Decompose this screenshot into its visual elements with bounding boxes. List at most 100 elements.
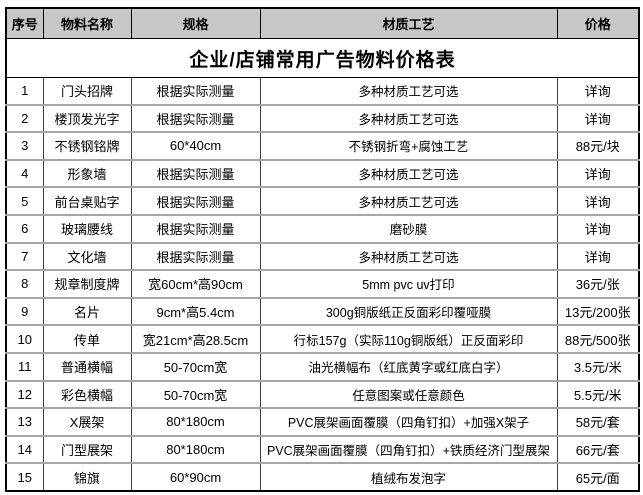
cell-spec: 80*180cm	[130, 407, 260, 436]
cell-material-name: 传单	[42, 324, 131, 353]
cell-process: 多种材质工艺可选	[259, 77, 557, 105]
cell-process: 多种材质工艺可选	[259, 158, 557, 188]
cell-process: 任意图案或任意颜色	[259, 379, 557, 409]
table-row: 14 门型展架 80*180cm PVC展架画面覆膜（四角钉扣）+铁质经济门型展架 66…	[6, 434, 639, 464]
cell-price: 66元/套	[556, 434, 639, 464]
header-spec: 规格	[130, 8, 260, 39]
cell-process: 行标157g（实际110g铜版纸）正反面彩印	[259, 324, 557, 353]
table-title-row: 企业/店铺常用广告物料价格表	[6, 38, 639, 78]
table-header-row: 序号 物料名称 规格 材质工艺 价格	[6, 8, 639, 39]
cell-price: 13元/200张	[556, 296, 639, 326]
price-table: 企业/店铺常用广告物料价格表 序号 物料名称 规格 材质工艺 价格 1 门头招牌根…	[5, 7, 640, 492]
cell-process: 5mm pvc uv打印	[259, 269, 557, 298]
cell-index: 7	[6, 241, 43, 271]
cell-material-name: X展架	[42, 407, 131, 436]
cell-material-name: 不锈钢铭牌	[42, 131, 131, 160]
cell-spec: 根据实际测量	[130, 77, 260, 105]
cell-material-name: 楼顶发光字	[42, 103, 131, 133]
table-row: 9 名片 9cm*高5.4cm 300g铜版纸正反面彩印覆哑膜 13元/200张	[6, 296, 639, 326]
table-row: 2 楼顶发光字 根据实际测量 多种材质工艺可选 详询	[6, 103, 639, 133]
cell-index: 13	[6, 407, 43, 436]
cell-spec: 宽60cm*高90cm	[130, 269, 260, 298]
table-row: 1 门头招牌 根据实际测量 多种材质工艺可选 详询	[6, 77, 639, 105]
cell-spec: 宽21cm*高28.5cm	[130, 324, 260, 353]
cell-process: PVC展架画面覆膜（四角钉扣）+铁质经济门型展架	[259, 434, 557, 464]
cell-index: 15	[6, 462, 43, 491]
cell-material-name: 文化墙	[42, 241, 131, 271]
cell-spec: 60*40cm	[130, 131, 260, 160]
header-price: 价格	[556, 8, 639, 39]
table-row: 11 普通横幅 50-70cm宽 油光横幅布（红底黄字或红底白字） 3.5元/米	[6, 351, 639, 381]
cell-price: 详询	[556, 213, 639, 243]
cell-material-name: 门型展架	[42, 434, 131, 464]
cell-price: 58元/套	[556, 407, 639, 436]
cell-spec: 根据实际测量	[130, 186, 260, 215]
cell-material-name: 普通横幅	[42, 351, 131, 381]
cell-material-name: 门头招牌	[42, 77, 131, 105]
cell-price: 65元/面	[556, 462, 639, 491]
cell-price: 5.5元/米	[556, 379, 639, 409]
cell-spec: 50-70cm宽	[130, 351, 260, 381]
cell-spec: 根据实际测量	[130, 103, 260, 133]
cell-material-name: 前台桌贴字	[42, 186, 131, 215]
cell-index: 10	[6, 324, 43, 353]
cell-price: 88元/500张	[556, 324, 639, 353]
cell-index: 5	[6, 186, 43, 215]
cell-spec: 根据实际测量	[130, 213, 260, 243]
cell-process: 磨砂膜	[259, 213, 557, 243]
table-row: 13 X展架 80*180cm PVC展架画面覆膜（四角钉扣）+加强X架子 58元/套	[6, 407, 639, 436]
table-row: 4 形象墙 根据实际测量 多种材质工艺可选 详询	[6, 158, 639, 188]
table-row: 5 前台桌贴字 根据实际测量 多种材质工艺可选 详询	[6, 186, 639, 215]
table-row: 12 彩色横幅 50-70cm宽 任意图案或任意颜色 5.5元/米	[6, 379, 639, 409]
cell-index: 9	[6, 296, 43, 326]
cell-index: 6	[6, 213, 43, 243]
cell-material-name: 锦旗	[42, 462, 131, 491]
cell-index: 3	[6, 131, 43, 160]
cell-index: 12	[6, 379, 43, 409]
header-material-name: 物料名称	[42, 8, 131, 39]
table-body: 1 门头招牌 根据实际测量 多种材质工艺可选 详询 2 楼顶发光字 根据实际测量 多种材质工艺可…	[6, 77, 639, 491]
cell-spec: 80*180cm	[130, 434, 260, 464]
table-row: 8 规章制度牌 宽60cm*高90cm 5mm pvc uv打印 36元/张	[6, 269, 639, 298]
table-row: 6 玻璃腰线 根据实际测量 磨砂膜 详询	[6, 213, 639, 243]
cell-material-name: 玻璃腰线	[42, 213, 131, 243]
table-row: 15 锦旗 60*90cm 植绒布发泡字 65元/面	[6, 462, 639, 491]
cell-price: 88元/块	[556, 131, 639, 160]
cell-index: 11	[6, 351, 43, 381]
header-index: 序号	[6, 8, 43, 39]
cell-process: 多种材质工艺可选	[259, 241, 557, 271]
cell-index: 1	[21, 83, 29, 99]
cell-process: 油光横幅布（红底黄字或红底白字）	[259, 351, 557, 381]
cell-material-name: 形象墙	[42, 158, 131, 188]
cell-price: 36元/张	[556, 269, 639, 298]
header-process: 材质工艺	[259, 8, 557, 39]
cell-index: 2	[6, 103, 43, 133]
cell-process: 多种材质工艺可选	[259, 186, 557, 215]
cell-index: 4	[6, 158, 43, 188]
table-row: 3 不锈钢铭牌 60*40cm 不锈钢折弯+腐蚀工艺 88元/块	[6, 131, 639, 160]
cell-process: 多种材质工艺可选	[259, 103, 557, 133]
cell-spec: 60*90cm	[130, 462, 260, 491]
cell-process: 不锈钢折弯+腐蚀工艺	[259, 131, 557, 160]
cell-price: 详询	[556, 158, 639, 188]
table-title: 企业/店铺常用广告物料价格表	[6, 38, 639, 78]
cell-material-name: 规章制度牌	[42, 269, 131, 298]
cell-process: 300g铜版纸正反面彩印覆哑膜	[259, 296, 557, 326]
cell-spec: 根据实际测量	[130, 158, 260, 188]
cell-index: 8	[6, 269, 43, 298]
cell-price: 3.5元/米	[556, 351, 639, 381]
cell-spec: 9cm*高5.4cm	[130, 296, 260, 326]
cell-price: 详询	[556, 103, 639, 133]
cell-material-name: 彩色横幅	[42, 379, 131, 409]
cell-spec: 根据实际测量	[130, 241, 260, 271]
table-row: 10 传单 宽21cm*高28.5cm 行标157g（实际110g铜版纸）正反面彩印 8…	[6, 324, 639, 353]
cell-process: PVC展架画面覆膜（四角钉扣）+加强X架子	[259, 407, 557, 436]
cell-spec: 50-70cm宽	[130, 379, 260, 409]
cell-price: 详询	[556, 186, 639, 215]
cell-price: 详询	[556, 241, 639, 271]
cell-price: 详询	[556, 77, 639, 105]
cell-index: 14	[6, 434, 43, 464]
cell-process: 植绒布发泡字	[259, 462, 557, 491]
table-row: 7 文化墙 根据实际测量 多种材质工艺可选 详询	[6, 241, 639, 271]
